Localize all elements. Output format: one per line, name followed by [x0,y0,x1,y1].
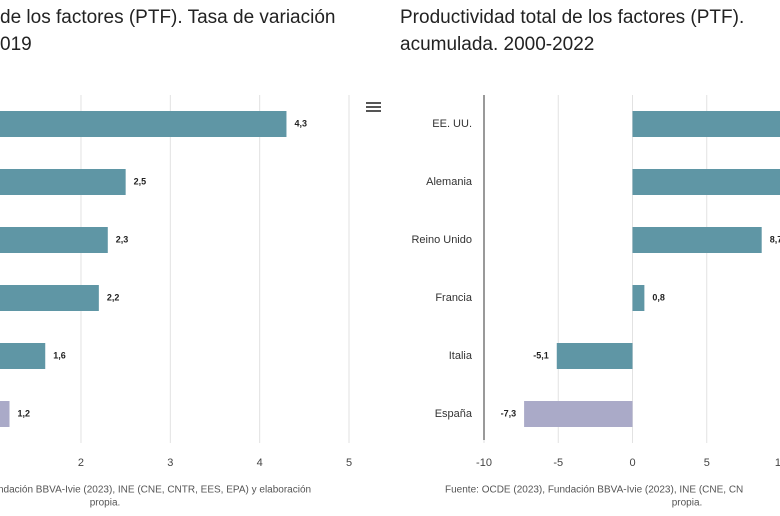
chart-title: 019 [0,34,32,55]
source-note: propia. [672,498,703,509]
x-tick-label: 5 [704,457,710,469]
chart-title: Productividad total de los factores (PTF… [400,7,744,28]
bar [0,343,46,369]
chart-title: acumulada. 2000-2022 [400,34,594,55]
value-label: 0,8 [652,292,665,302]
value-label: 2,5 [134,176,147,186]
value-label: 4,3 [294,118,307,128]
value-label: 2,3 [116,234,129,244]
menu-line [366,106,381,108]
category-label: EE. UU. [432,118,472,130]
x-tick-label: 3 [167,457,173,469]
source-note: ndación BBVA-Ivie (2023), INE (CNE, CNTR… [0,485,311,496]
bar [632,285,645,311]
menu-line [366,110,381,112]
bar [556,343,633,369]
x-tick-label: 5 [346,457,352,469]
category-label: Reino Unido [411,234,472,246]
x-tick-label: -10 [476,457,492,469]
x-tick-label: 0 [629,457,635,469]
value-label: 1,2 [18,408,31,418]
category-label: Alemania [426,176,473,188]
bar [632,227,762,253]
x-tick-label: 10 [775,457,780,469]
bar [0,227,108,253]
category-label: España [435,408,473,420]
value-label: -5,1 [533,350,549,360]
menu-icon[interactable] [366,102,381,112]
bar [0,169,126,195]
value-label: 1,6 [53,350,66,360]
x-tick-label: 2 [78,457,84,469]
value-label: 2,2 [107,292,120,302]
bar [632,169,780,195]
value-label: 8,7 [770,234,780,244]
category-label: Francia [435,292,473,304]
bar [0,401,10,427]
x-tick-label: 4 [257,457,263,469]
bar [0,285,99,311]
category-label: Italia [449,350,473,362]
bar [524,401,633,427]
x-tick-label: -5 [553,457,563,469]
bar [0,111,287,137]
source-note: Fuente: OCDE (2023), Fundación BBVA-Ivie… [445,485,743,496]
value-label: -7,3 [501,408,517,418]
chart-title: de los factores (PTF). Tasa de variación [0,7,335,28]
menu-line [366,102,381,104]
bar [632,111,780,137]
source-note: propia. [90,498,121,509]
